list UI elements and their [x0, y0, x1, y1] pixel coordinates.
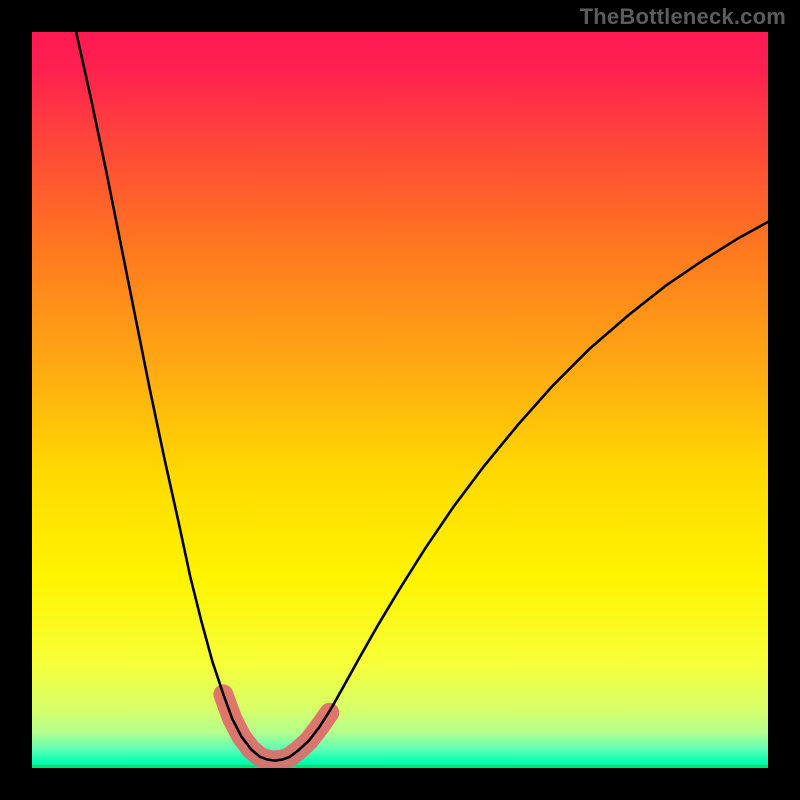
chart-background	[32, 32, 768, 768]
chart-svg	[32, 32, 768, 768]
chart-area	[32, 32, 768, 768]
outer-frame: TheBottleneck.com	[0, 0, 800, 800]
watermark-text: TheBottleneck.com	[580, 4, 786, 30]
